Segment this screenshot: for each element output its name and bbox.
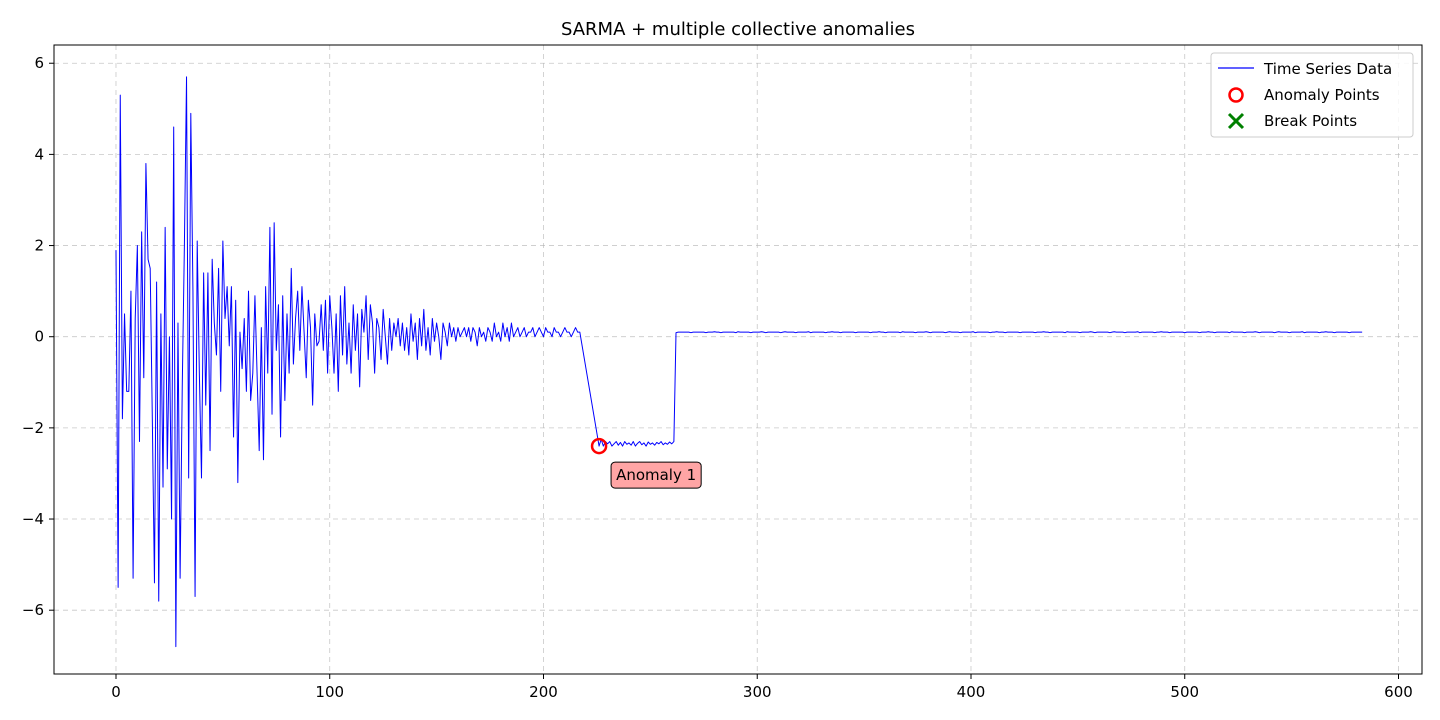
x-tick-label: 600 <box>1384 683 1413 701</box>
anomaly-point <box>590 437 608 455</box>
grid <box>54 45 1422 674</box>
y-tick-label: −2 <box>22 419 44 437</box>
x-tick-label: 300 <box>743 683 772 701</box>
x-tick-label: 0 <box>111 683 121 701</box>
x-tick-label: 400 <box>957 683 986 701</box>
anomaly-label-box <box>610 461 702 489</box>
y-tick-label: 0 <box>34 328 44 346</box>
y-tick-label: 2 <box>34 237 44 255</box>
y-tick-label: 4 <box>34 145 44 163</box>
legend-x-swatch <box>1227 112 1245 130</box>
anomaly-label: Anomaly 1 <box>616 466 696 484</box>
legend-label-break: Break Points <box>1264 112 1357 130</box>
legend-label-anomaly: Anomaly Points <box>1264 86 1380 104</box>
axis-ticks: 0 100 200 300 400 500 600 6 4 2 0 −2 −4 −6 <box>22 54 1413 701</box>
legend-box <box>1210 52 1414 138</box>
series-layer <box>115 76 1363 648</box>
plot-frame <box>53 44 1423 675</box>
y-tick-label: −6 <box>22 601 44 619</box>
chart-title: SARMA + multiple collective anomalies <box>561 19 915 40</box>
legend-label-series: Time Series Data <box>1263 60 1392 78</box>
x-tick-label: 500 <box>1170 683 1199 701</box>
anomaly-layer: Anomaly 1 <box>590 437 702 489</box>
x-tick-label: 200 <box>529 683 558 701</box>
legend: Time Series Data Anomaly Points Break Po… <box>1210 52 1414 138</box>
x-tick-label: 100 <box>315 683 344 701</box>
legend-circle-swatch <box>1228 87 1244 103</box>
y-tick-label: 6 <box>34 54 44 72</box>
y-tick-label: −4 <box>22 510 44 528</box>
series-line <box>115 76 1363 648</box>
